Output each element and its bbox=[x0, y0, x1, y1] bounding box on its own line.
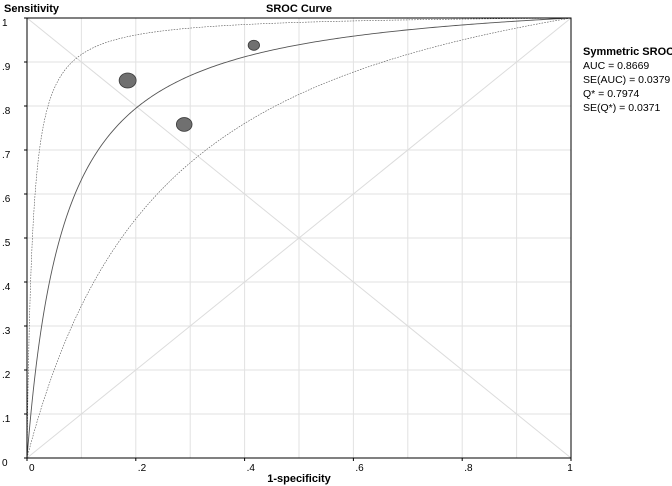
y-tick-label: .8 bbox=[2, 106, 11, 117]
y-tick-label: 1 bbox=[2, 18, 8, 29]
y-tick-label: .3 bbox=[2, 326, 11, 337]
grid-lines bbox=[27, 18, 571, 458]
x-tick-label: .4 bbox=[247, 463, 256, 474]
study-points bbox=[118, 39, 260, 132]
x-tick-label: 0 bbox=[29, 463, 35, 474]
curve-sroc bbox=[26, 17, 572, 458]
stat-auc: AUC = 0.8669 bbox=[583, 60, 649, 72]
stat-se-q-star: SE(Q*) = 0.0371 bbox=[583, 102, 660, 114]
y-tick-label: 0 bbox=[2, 458, 8, 469]
y-tick-label: .2 bbox=[2, 370, 11, 381]
study-point bbox=[118, 72, 137, 89]
chart-title: SROC Curve bbox=[266, 3, 332, 15]
y-axis-ticks: 0 .1 .2 .3 .4 .5 .6 .7 .8 .9 1 bbox=[2, 17, 27, 469]
x-axis-label: 1-specificity bbox=[267, 473, 331, 485]
anti-diagonal-line bbox=[26, 17, 572, 459]
x-tick-label: 1 bbox=[567, 463, 573, 474]
sroc-stats-panel: Symmetric SROC AUC = 0.8669 SE(AUC) = 0.… bbox=[583, 46, 672, 114]
study-point bbox=[175, 117, 193, 132]
x-axis-ticks: 0 .2 .4 .6 .8 1 bbox=[26, 458, 573, 474]
y-tick-label: .7 bbox=[2, 150, 11, 161]
reference-lines bbox=[26, 17, 572, 459]
y-tick-label: .5 bbox=[2, 238, 11, 249]
y-tick-label: .6 bbox=[2, 194, 11, 205]
y-tick-label: .4 bbox=[2, 282, 11, 293]
stat-q-star: Q* = 0.7974 bbox=[583, 88, 639, 100]
stats-title: Symmetric SROC bbox=[583, 46, 672, 58]
x-tick-label: .2 bbox=[138, 463, 147, 474]
y-tick-label: .9 bbox=[2, 62, 11, 73]
curve-upper-bound bbox=[26, 17, 572, 458]
stat-se-auc: SE(AUC) = 0.0379 bbox=[583, 74, 670, 86]
study-point bbox=[247, 39, 260, 51]
sroc-curves bbox=[26, 17, 572, 459]
curve-lower-bound bbox=[26, 17, 572, 459]
y-axis-label: Sensitivity bbox=[4, 3, 60, 15]
y-tick-label: .1 bbox=[2, 414, 11, 425]
x-tick-label: .8 bbox=[464, 463, 473, 474]
x-tick-label: .6 bbox=[355, 463, 364, 474]
